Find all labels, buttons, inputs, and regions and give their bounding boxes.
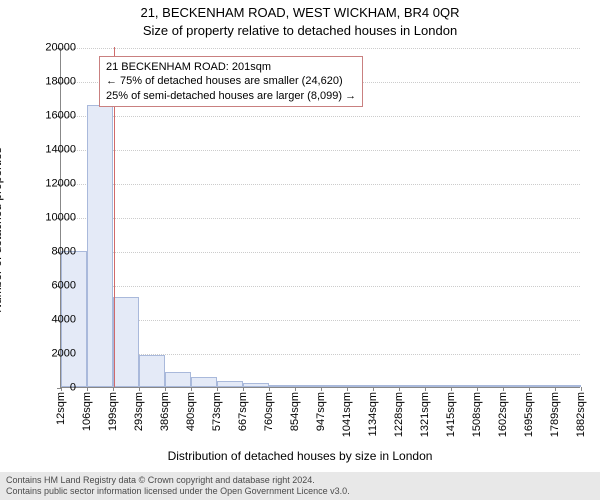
chart-title-address: 21, BECKENHAM ROAD, WEST WICKHAM, BR4 0Q… [0,5,600,20]
xtick-label: 667sqm [237,387,249,431]
annotation-box: 21 BECKENHAM ROAD: 201sqm← 75% of detach… [99,56,363,107]
gridline [61,48,580,49]
xtick-label: 573sqm [211,387,223,431]
footer-attribution: Contains HM Land Registry data © Crown c… [0,472,600,500]
y-axis-label: Number of detached properties [0,65,4,230]
xtick-label: 947sqm [315,387,327,431]
chart-subtitle: Size of property relative to detached ho… [0,23,600,38]
x-axis-label: Distribution of detached houses by size … [0,449,600,463]
ytick-label: 20000 [16,43,76,54]
histogram-bar [87,105,113,387]
xtick-label: 1602sqm [497,387,509,437]
histogram-bar [165,372,191,387]
xtick-label: 293sqm [133,387,145,431]
chart-container: 21, BECKENHAM ROAD, WEST WICKHAM, BR4 0Q… [0,0,600,500]
gridline [61,286,580,287]
xtick-label: 199sqm [107,387,119,431]
gridline [61,218,580,219]
histogram-bar [191,377,217,387]
ytick-label: 14000 [16,145,76,156]
plot-area: 12sqm106sqm199sqm293sqm386sqm480sqm573sq… [60,48,580,388]
annotation-line: ← 75% of detached houses are smaller (24… [106,74,356,88]
xtick-label: 854sqm [289,387,301,431]
gridline [61,184,580,185]
annotation-line: 25% of semi-detached houses are larger (… [106,89,356,103]
xtick-label: 1228sqm [393,387,405,437]
xtick-label: 386sqm [159,387,171,431]
xtick-label: 106sqm [81,387,93,431]
footer-line-1: Contains HM Land Registry data © Crown c… [6,475,594,486]
xtick-label: 480sqm [185,387,197,431]
xtick-label: 1041sqm [341,387,353,437]
ytick-label: 16000 [16,111,76,122]
xtick-label: 1882sqm [575,387,587,437]
xtick-label: 1789sqm [549,387,561,437]
ytick-label: 8000 [16,247,76,258]
annotation-line: 21 BECKENHAM ROAD: 201sqm [106,60,356,74]
xtick-label: 760sqm [263,387,275,431]
ytick-label: 18000 [16,77,76,88]
ytick-label: 2000 [16,349,76,360]
xtick-label: 1695sqm [523,387,535,437]
histogram-bar [113,297,139,387]
ytick-label: 0 [16,383,76,394]
xtick-label: 1134sqm [367,387,379,436]
ytick-label: 10000 [16,213,76,224]
ytick-label: 4000 [16,315,76,326]
footer-line-2: Contains public sector information licen… [6,486,594,497]
xtick-label: 1321sqm [419,387,431,437]
xtick-label: 1415sqm [445,387,457,437]
histogram-bar [139,355,165,387]
gridline [61,116,580,117]
y-axis-label-text: Number of detached properties [0,147,4,312]
ytick-label: 12000 [16,179,76,190]
gridline [61,150,580,151]
ytick-label: 6000 [16,281,76,292]
xtick-label: 1508sqm [471,387,483,437]
gridline [61,252,580,253]
